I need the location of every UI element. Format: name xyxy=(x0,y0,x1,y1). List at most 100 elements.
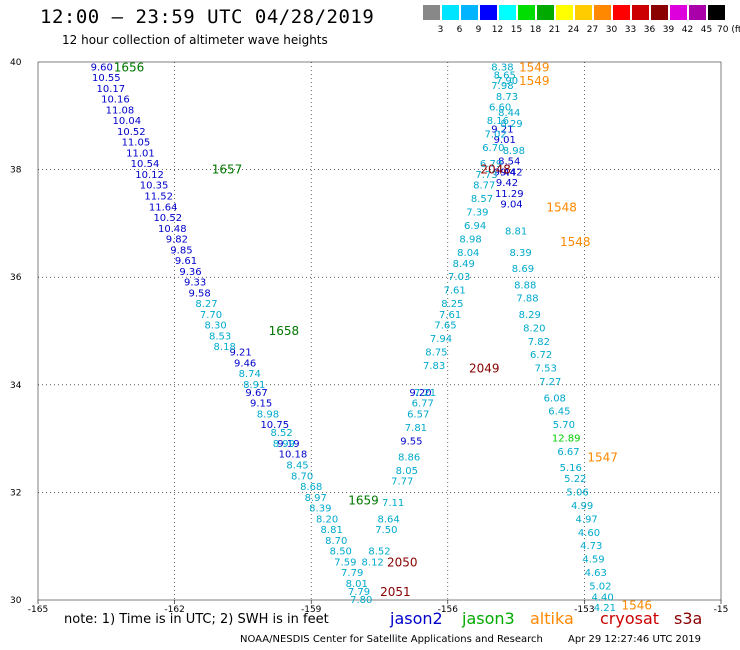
swh-value-label: 7.02 xyxy=(484,130,506,141)
swh-value-label: 6.79 xyxy=(480,159,502,170)
legend-jason2: jason2 xyxy=(390,609,443,628)
swh-value-label: 6.72 xyxy=(530,350,552,361)
swh-value-label: 6.57 xyxy=(407,409,429,420)
time-label: 1546 xyxy=(621,598,652,612)
time-label: 1657 xyxy=(212,163,243,177)
swh-value-label: 7.82 xyxy=(528,337,550,348)
swh-value-label: 11.64 xyxy=(149,202,178,213)
swh-value-label: 9.01 xyxy=(494,135,516,146)
colorbar-label: 15 xyxy=(510,25,523,35)
swh-value-label: 7.53 xyxy=(535,364,557,375)
swh-value-label: 4.97 xyxy=(576,514,598,525)
swh-value-label: 7.90 xyxy=(496,76,518,87)
swh-value-label: 8.98 xyxy=(257,409,279,420)
swh-value-label: 9.21 xyxy=(229,348,251,359)
swh-value-label: 9.15 xyxy=(250,399,272,410)
swh-value-label: 8.98 xyxy=(503,146,525,157)
swh-value-label: 6.08 xyxy=(544,393,566,404)
colorbar-label: 24 xyxy=(567,25,580,35)
swh-value-label: 8.54 xyxy=(498,157,520,168)
colorbar-label: 27 xyxy=(586,25,599,35)
swh-value-label: 10.55 xyxy=(92,73,121,84)
colorbar-label: 3 xyxy=(437,25,444,35)
swh-value-label: 8.81 xyxy=(505,226,527,237)
swh-value-label: 11.05 xyxy=(122,138,151,149)
swh-value-label: 10.18 xyxy=(279,450,308,461)
y-tick-label: 30 xyxy=(10,596,22,606)
swh-value-label: 6.45 xyxy=(548,407,570,418)
swh-value-label: 8.04 xyxy=(457,248,479,259)
swh-value-label: 9.55 xyxy=(400,436,422,447)
chart-title: 12:00 – 23:59 UTC 04/28/2019 xyxy=(40,6,375,28)
swh-value-label: 8.29 xyxy=(500,119,522,130)
swh-value-label: 8.49 xyxy=(453,259,475,270)
colorbar-swatch xyxy=(537,5,554,20)
colorbar-swatch xyxy=(575,5,592,20)
swh-value-label: 8.74 xyxy=(239,369,261,380)
swh-value-label: 11.08 xyxy=(106,105,135,116)
swh-value-label: 8.45 xyxy=(286,461,308,472)
colorbar-swatch xyxy=(423,5,440,20)
chart-subtitle: 12 hour collection of altimeter wave hei… xyxy=(62,33,328,47)
swh-value-label: 7.83 xyxy=(423,361,445,372)
swh-value-label: 5.70 xyxy=(553,420,575,431)
time-labels: 1656 1657 1658 1659 2049 2048 2050 2051 15491549… xyxy=(114,60,652,612)
colorbar-swatch xyxy=(689,5,706,20)
colorbar-swatch xyxy=(518,5,535,20)
swh-value-label: 5.22 xyxy=(564,474,586,485)
data-points: 9.6010.5510.1710.1611.0810.0410.5211.051… xyxy=(91,62,616,614)
swh-value-label: 9.67 xyxy=(245,388,267,399)
colorbar-swatch xyxy=(480,5,497,20)
time-label: 1547 xyxy=(587,450,618,464)
swh-value-label: 8.52 xyxy=(368,547,390,558)
swh-value-label: 11.52 xyxy=(144,192,173,203)
swh-value-label: 8.86 xyxy=(398,452,420,463)
timestamp-text: Apr 29 12:27:46 UTC 2019 xyxy=(568,634,701,645)
swh-value-label: 10.52 xyxy=(153,213,182,224)
swh-value-label: 9.60 xyxy=(91,62,113,73)
y-tick-label: 32 xyxy=(10,488,21,498)
x-tick-label: -15 xyxy=(714,605,729,615)
swh-value-label: 6.60 xyxy=(489,103,511,114)
legend-jason3: jason3 xyxy=(462,609,515,628)
colorbar-label: 70 (ft) xyxy=(717,25,740,35)
swh-value-label: 9.19 xyxy=(277,439,299,450)
swh-value-label: 8.98 xyxy=(459,235,481,246)
x-tick-label: -165 xyxy=(28,605,48,615)
colorbar-label: 39 xyxy=(662,25,675,35)
swh-value-label: 8.77 xyxy=(473,181,495,192)
swh-value-label: 8.44 xyxy=(498,108,520,119)
swh-value-label: 9.20 xyxy=(409,388,431,399)
swh-value-label: 7.61 xyxy=(443,286,465,297)
time-label: 1658 xyxy=(269,324,300,338)
grid-lines xyxy=(38,62,721,600)
swh-value-label: 7.79 xyxy=(348,587,370,598)
plot-frame xyxy=(37,61,722,601)
time-label: 2051 xyxy=(380,585,411,599)
swh-value-label: 9.46 xyxy=(234,358,256,369)
swh-value-label: 8.50 xyxy=(330,547,352,558)
swh-value-label: 4.21 xyxy=(594,603,616,614)
swh-value-label: 8.97 xyxy=(305,493,327,504)
time-label: 1656 xyxy=(114,60,145,74)
swh-value-label: 9.04 xyxy=(500,200,522,211)
colorbar-swatch xyxy=(632,5,649,20)
colorbar-swatch xyxy=(499,5,516,20)
time-label: 1549 xyxy=(519,74,550,88)
swh-value-label: 7.11 xyxy=(382,498,404,509)
swh-value-label: 5.06 xyxy=(566,487,588,498)
swh-value-label: 4.60 xyxy=(578,528,600,539)
axis-ticks: -165 -162 -159 -156 -153 -15 30 32 34 36 38 40 xyxy=(10,58,728,615)
swh-value-label: 10.17 xyxy=(97,84,126,95)
swh-value-label: 7.79 xyxy=(341,568,363,579)
swh-value-label: 7.94 xyxy=(430,334,452,345)
swh-value-label: 8.68 xyxy=(300,482,322,493)
swh-value-label: 5.16 xyxy=(560,463,582,474)
swh-value-label: 9.85 xyxy=(170,245,192,256)
swh-value-label: 8.70 xyxy=(291,471,313,482)
legend-altika: altika xyxy=(530,609,574,628)
colorbar-swatch xyxy=(708,5,725,20)
swh-value-label: 7.80 xyxy=(350,595,372,606)
x-tick-label: -159 xyxy=(301,605,322,615)
swh-value-label: 9.33 xyxy=(184,278,206,289)
